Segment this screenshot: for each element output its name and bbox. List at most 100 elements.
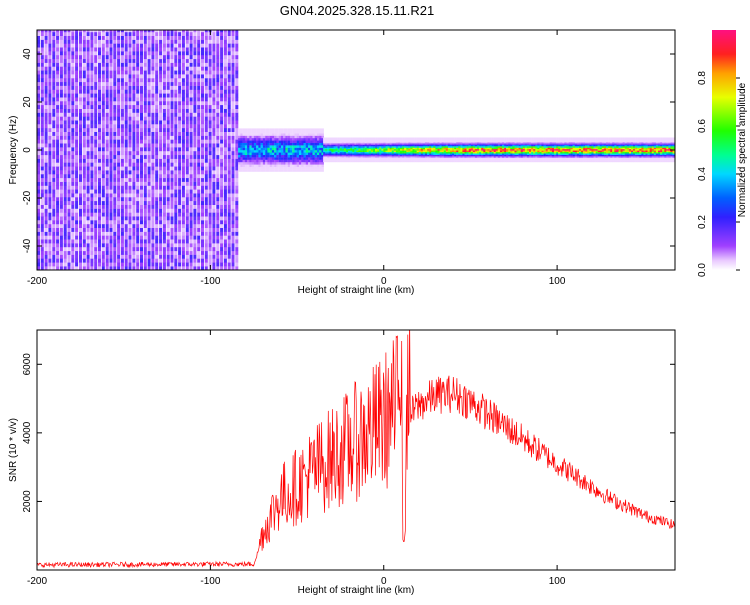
heatmap-cell-753 bbox=[79, 35, 82, 40]
heatmap-cell-2870 bbox=[208, 131, 212, 136]
heatmap-cell-131 bbox=[44, 247, 48, 252]
heatmap-cell-2179 bbox=[166, 124, 170, 129]
heatmap-cell-2125 bbox=[162, 89, 166, 94]
heatmap-cell-1528 bbox=[128, 204, 132, 209]
heatmap-cell-1365 bbox=[117, 104, 121, 109]
heatmap-cell-3249 bbox=[231, 127, 235, 132]
heatmap-cell-1630 bbox=[132, 55, 136, 60]
heatmap-cell-1226 bbox=[109, 154, 113, 159]
heatmap-cell-55 bbox=[37, 55, 40, 60]
heatmap-cell-1710 bbox=[140, 231, 143, 236]
heatmap-cell-2052 bbox=[159, 127, 163, 132]
heatmap-cell-1950 bbox=[151, 35, 155, 40]
heatmap-cell-1916 bbox=[151, 166, 155, 171]
heatmap-cell-3848 bbox=[301, 157, 304, 160]
heatmap-cell-3543 bbox=[262, 154, 266, 158]
heatmap-cell-621 bbox=[71, 58, 75, 63]
heatmap-cell-3161 bbox=[227, 223, 231, 228]
heatmap-cell-3370 bbox=[240, 138, 243, 141]
heatmap-cell-4077 bbox=[329, 156, 332, 158]
heatmap-cell-706 bbox=[79, 216, 82, 221]
heatmap-cell-3827 bbox=[299, 164, 302, 167]
heatmap-cell-3480 bbox=[253, 133, 257, 136]
heatmap-cell-2631 bbox=[193, 81, 197, 86]
heatmap-cell-1872 bbox=[147, 93, 151, 98]
heatmap-cell-64 bbox=[40, 262, 44, 267]
heatmap-cell-415 bbox=[59, 124, 63, 129]
heatmap-cell-2856 bbox=[208, 185, 212, 190]
heatmap-cell-3339 bbox=[238, 169, 241, 172]
heatmap-cell-199 bbox=[48, 227, 52, 232]
heatmap-cell-2354 bbox=[178, 177, 182, 182]
heatmap-cell-1319 bbox=[113, 39, 117, 44]
heatmap-cell-1051 bbox=[98, 101, 101, 106]
heatmap-cell-2931 bbox=[212, 139, 216, 144]
heatmap-cell-2251 bbox=[170, 89, 174, 94]
heatmap-cell-1322 bbox=[113, 30, 117, 33]
heatmap-cell-2300 bbox=[174, 143, 178, 148]
heatmap-cell-3455 bbox=[251, 150, 254, 153]
heatmap-cell-3035 bbox=[220, 223, 224, 228]
heatmap-cell-2402 bbox=[181, 235, 185, 240]
heatmap-cell-74 bbox=[40, 223, 44, 228]
heatmap-cell-246 bbox=[48, 47, 52, 52]
heatmap-cell-2857 bbox=[208, 181, 212, 186]
heatmap-cell-2983 bbox=[216, 181, 220, 186]
heatmap-cell-4024 bbox=[323, 159, 326, 161]
heatmap-cell-1018 bbox=[98, 227, 101, 232]
heatmap-cell-3170 bbox=[227, 189, 231, 194]
heatmap-cell-2235 bbox=[170, 151, 174, 156]
heatmap-cell-2667 bbox=[197, 185, 201, 190]
heatmap-cell-1424 bbox=[120, 120, 124, 125]
heatmap-cell-3781 bbox=[292, 145, 295, 148]
heatmap-cell-3863 bbox=[303, 164, 306, 167]
heatmap-cell-3765 bbox=[289, 140, 293, 143]
heatmap-cell-492 bbox=[63, 70, 67, 75]
heatmap-cell-2472 bbox=[185, 208, 189, 213]
heatmap-cell-1463 bbox=[124, 212, 128, 217]
heatmap-cell-3598 bbox=[269, 152, 273, 155]
heatmap-cell-896 bbox=[90, 212, 94, 217]
heatmap-cell-4665 bbox=[400, 141, 403, 144]
heatmap-cell-1481 bbox=[124, 143, 128, 148]
heatmap-cell-2648 bbox=[197, 258, 201, 263]
heatmap-cell-3664 bbox=[278, 166, 282, 170]
heatmap-cell-3128 bbox=[223, 108, 227, 113]
heatmap-cell-4022 bbox=[321, 128, 324, 131]
heatmap-cell-2634 bbox=[193, 70, 197, 75]
heatmap-cell-3201 bbox=[227, 70, 231, 75]
heatmap-cell-3944 bbox=[312, 142, 315, 146]
heatmap-cell-4417 bbox=[370, 156, 374, 158]
heatmap-cell-1448 bbox=[120, 30, 124, 33]
heatmap-cell-1982 bbox=[155, 154, 159, 159]
heatmap-cell-3324 bbox=[235, 81, 239, 86]
heatmap-cell-3519 bbox=[260, 169, 263, 172]
heatmap-cell-37 bbox=[37, 124, 40, 129]
heatmap-cell-4362 bbox=[362, 137, 365, 140]
heatmap-cell-810 bbox=[82, 58, 86, 63]
heatmap-cell-2336 bbox=[178, 247, 182, 252]
heatmap-cell-3526 bbox=[260, 152, 263, 155]
heatmap-cell-3402 bbox=[244, 147, 248, 151]
heatmap-cell-2607 bbox=[193, 174, 197, 179]
heatmap-cell-147 bbox=[44, 185, 48, 190]
heatmap-cell-4490 bbox=[379, 149, 382, 151]
heatmap-cell-779 bbox=[82, 177, 86, 182]
heatmap-cell-4990 bbox=[439, 139, 442, 141]
heatmap-cell-610 bbox=[71, 101, 75, 106]
heatmap-cell-3478 bbox=[253, 138, 257, 141]
heatmap-cell-3618 bbox=[271, 147, 275, 151]
heatmap-cell-49 bbox=[37, 78, 40, 83]
heatmap-cell-2032 bbox=[159, 204, 163, 209]
heatmap-cell-2479 bbox=[185, 181, 189, 186]
heatmap-cell-1772 bbox=[143, 235, 147, 240]
heatmap-cell-2193 bbox=[166, 70, 170, 75]
heatmap-cell-2351 bbox=[178, 189, 182, 194]
heatmap-cell-2396 bbox=[181, 258, 185, 263]
heatmap-cell-4585 bbox=[391, 159, 394, 161]
heatmap-cell-2798 bbox=[204, 166, 208, 171]
heatmap-cell-816 bbox=[82, 35, 86, 40]
heatmap-cell-2961 bbox=[216, 266, 220, 270]
heatmap-cell-813 bbox=[82, 47, 86, 52]
heatmap-cell-4151 bbox=[337, 147, 340, 150]
